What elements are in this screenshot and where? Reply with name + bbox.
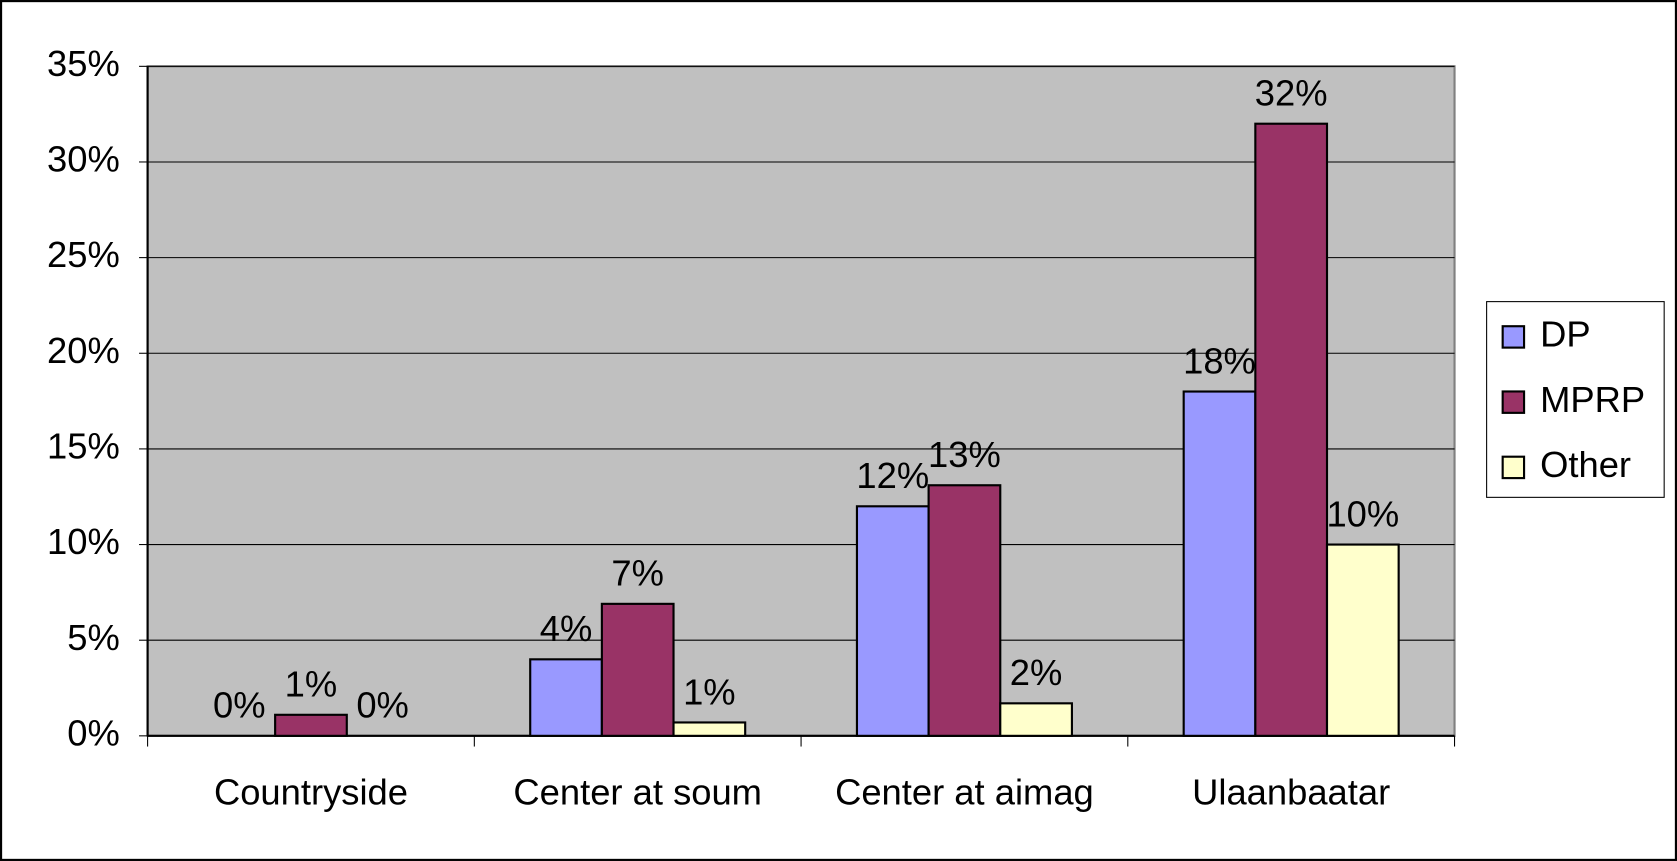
bar — [855, 505, 930, 737]
bar — [1182, 390, 1257, 737]
y-tick-label: 0% — [67, 712, 120, 753]
x-tick-label: Ulaanbaatar — [1192, 771, 1390, 812]
value-label: 32% — [1255, 73, 1328, 114]
value-label: 4% — [540, 608, 593, 649]
value-label: 1% — [285, 664, 338, 705]
value-label: 1% — [683, 671, 736, 712]
value-label: 18% — [1183, 340, 1256, 381]
bar — [274, 713, 348, 737]
value-label: 12% — [856, 455, 929, 496]
y-tick-label: 35% — [47, 43, 120, 84]
bar — [927, 484, 1002, 737]
value-label: 10% — [1326, 493, 1399, 534]
value-label: 0% — [213, 685, 266, 726]
value-label: 2% — [1010, 652, 1063, 693]
legend-swatch — [1501, 390, 1526, 414]
bar — [1254, 122, 1329, 737]
y-tick-label: 10% — [47, 521, 120, 562]
y-tick-label: 15% — [47, 426, 120, 467]
y-tick-label: 5% — [67, 617, 120, 658]
bar — [529, 658, 603, 737]
x-tick-label: Countryside — [214, 771, 408, 812]
legend-swatch — [1501, 455, 1526, 480]
bar — [999, 702, 1073, 737]
x-tick-label: Center at soum — [513, 771, 762, 812]
bar — [600, 602, 675, 737]
bar — [1325, 543, 1400, 737]
y-tick-label: 30% — [47, 139, 120, 180]
value-label: 7% — [611, 553, 664, 594]
y-tick-label: 25% — [47, 234, 120, 275]
legend-swatch — [1501, 325, 1526, 349]
legend-label: DP — [1540, 314, 1591, 355]
y-tick-label: 20% — [47, 330, 120, 371]
value-label: 0% — [356, 685, 409, 726]
bar — [672, 721, 747, 737]
value-label: 13% — [928, 434, 1001, 475]
legend-label: Other — [1540, 444, 1631, 485]
x-tick-label: Center at aimag — [835, 771, 1094, 812]
legend-label: MPRP — [1540, 379, 1645, 420]
